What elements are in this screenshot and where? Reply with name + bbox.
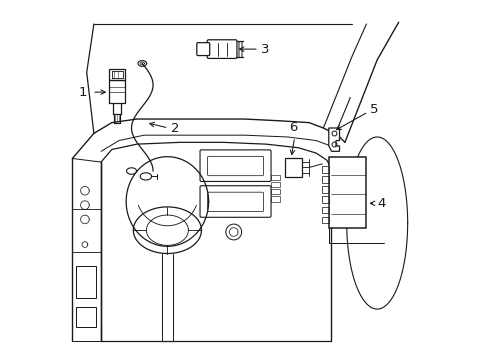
Polygon shape <box>328 128 339 151</box>
FancyBboxPatch shape <box>284 158 301 177</box>
FancyBboxPatch shape <box>328 157 366 228</box>
Text: 5: 5 <box>369 103 378 116</box>
Text: 1: 1 <box>78 86 86 99</box>
Text: 4: 4 <box>376 197 385 210</box>
Text: 2: 2 <box>171 122 179 135</box>
Text: 6: 6 <box>288 121 297 134</box>
Text: 3: 3 <box>261 42 269 55</box>
FancyBboxPatch shape <box>196 42 209 55</box>
FancyBboxPatch shape <box>207 40 237 58</box>
